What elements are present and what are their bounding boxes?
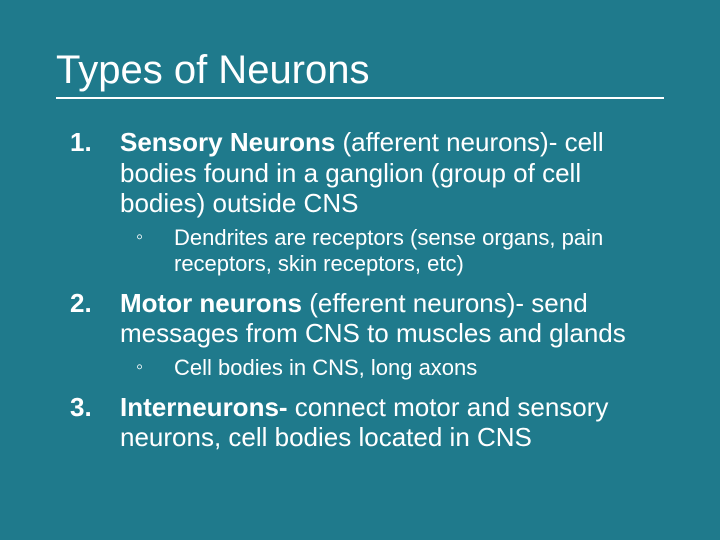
item-bold-lead: Sensory Neurons (120, 127, 335, 157)
title-underline (56, 97, 664, 99)
item-bold-lead: Motor neurons (120, 288, 302, 318)
item-text: Motor neurons (efferent neurons)- send m… (120, 288, 664, 349)
list-item: Sensory Neurons (afferent neurons)- cell… (56, 127, 664, 278)
list-item: Motor neurons (efferent neurons)- send m… (56, 288, 664, 382)
sub-item: Cell bodies in CNS, long axons (120, 355, 664, 381)
item-text: Interneurons- connect motor and sensory … (120, 392, 664, 453)
sub-list: Dendrites are receptors (sense organs, p… (120, 225, 664, 278)
sub-list: Cell bodies in CNS, long axons (120, 355, 664, 381)
slide-title: Types of Neurons (56, 48, 664, 93)
list-item: Interneurons- connect motor and sensory … (56, 392, 664, 453)
item-bold-lead: Interneurons- (120, 392, 288, 422)
item-text: Sensory Neurons (afferent neurons)- cell… (120, 127, 664, 219)
sub-item: Dendrites are receptors (sense organs, p… (120, 225, 664, 278)
slide: Types of Neurons Sensory Neurons (affere… (0, 0, 720, 540)
numbered-list: Sensory Neurons (afferent neurons)- cell… (56, 127, 664, 453)
